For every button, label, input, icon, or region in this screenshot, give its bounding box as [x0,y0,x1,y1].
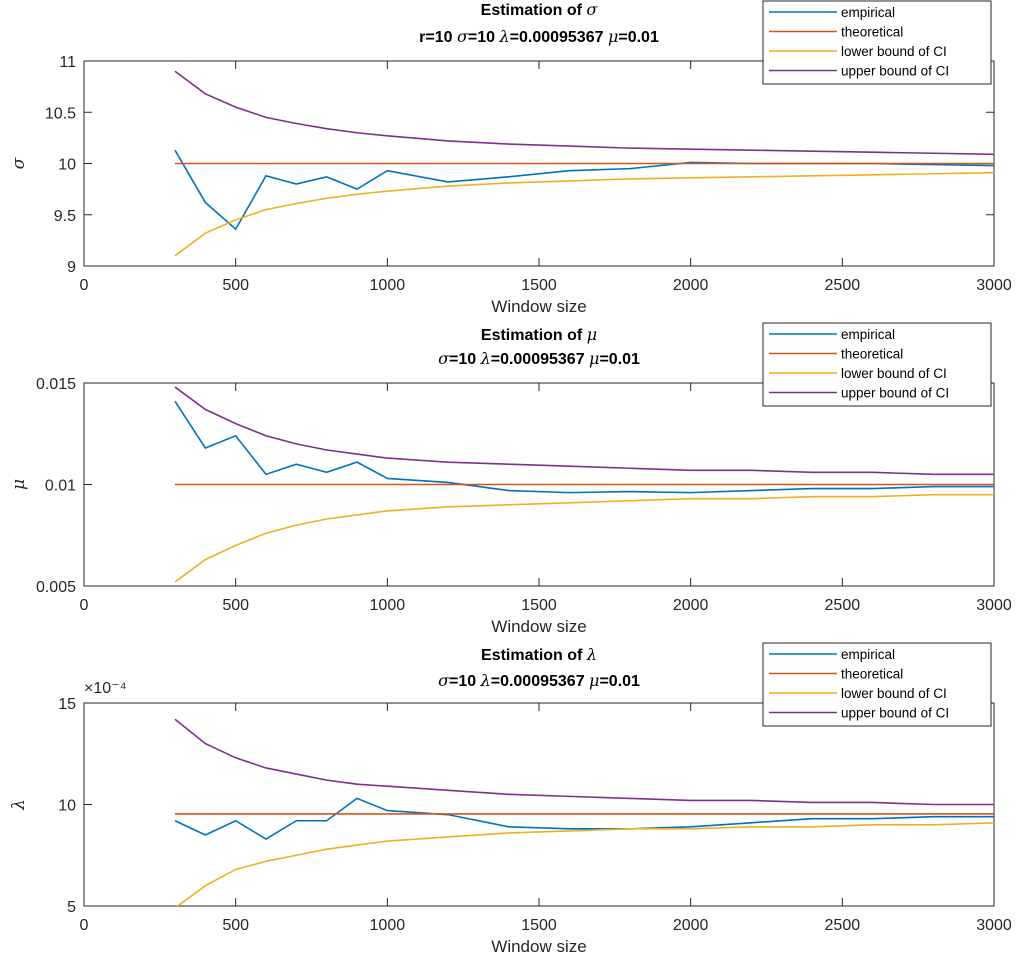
x-tick-label: 500 [222,597,249,614]
y-tick-label: 0.01 [45,478,76,495]
x-tick-label: 2000 [673,277,709,294]
series-line-lower-bound-of-CI [174,171,994,257]
legend-entry: empirical [841,647,895,662]
x-tick-label: 1500 [521,917,557,934]
legend-entry: upper bound of CI [841,64,949,79]
x-tick-label: 3000 [976,277,1012,294]
chart-title: Estimation of σ [481,0,599,19]
y-exponent-label: ×10⁻⁴ [84,680,127,697]
series-line-empirical [174,400,994,494]
x-tick-label: 3000 [976,597,1012,614]
y-tick-label: 15 [58,696,76,713]
y-tick-label: 9.5 [54,208,76,225]
legend: empirical theoretical lower bound of CI upp… [762,322,992,407]
legend: empirical theoretical lower bound of CI upp… [762,642,992,727]
x-tick-label: 0 [80,917,89,934]
y-axis-label: μ [9,479,29,490]
x-tick-label: 2500 [825,277,861,294]
chart-panel-3: Estimation of λ σ=10 λ=0.00095367 μ=0.01 0… [9,642,1012,956]
legend-entry: upper bound of CI [841,386,949,401]
legend-entry: theoretical [841,347,903,362]
x-tick-label: 1000 [370,917,406,934]
legend-entry: theoretical [841,667,903,682]
x-tick-label: 2500 [825,597,861,614]
y-tick-label: 5 [67,899,76,916]
x-tick-label: 500 [222,917,249,934]
series-line-empirical [174,797,994,840]
legend-entry: empirical [841,5,895,20]
x-tick-label: 2500 [825,917,861,934]
x-tick-label: 500 [222,277,249,294]
x-tick-label: 0 [80,597,89,614]
y-tick-label: 0.005 [36,579,76,596]
x-tick-label: 2000 [673,917,709,934]
y-tick-label: 11 [59,54,76,71]
x-tick-label: 2000 [673,597,709,614]
chart-subtitle: σ=10 λ=0.00095367 μ=0.01 [438,349,640,368]
x-tick-label: 0 [80,277,89,294]
x-tick-label: 1500 [521,597,557,614]
series-line-lower-bound-of-CI [176,821,994,906]
chart-panel-1: Estimation of σ r=10 σ=10 λ=0.00095367 μ=… [9,0,1012,316]
x-axis-label: Window size [491,937,586,956]
chart-panel-2: Estimation of μ σ=10 λ=0.00095367 μ=0.01 0… [9,322,1012,636]
legend-entry: upper bound of CI [841,706,949,721]
y-tick-label: 9 [67,259,76,276]
legend: empirical theoretical lower bound of CI upp… [762,0,992,85]
chart-subtitle: σ=10 λ=0.00095367 μ=0.01 [438,671,640,690]
x-axis-label: Window size [491,617,586,636]
y-tick-label: 10 [58,157,76,174]
series-line-lower-bound-of-CI [174,493,994,583]
y-tick-label: 10.5 [45,105,76,122]
x-tick-label: 1000 [370,277,406,294]
chart-title: Estimation of λ [481,645,597,664]
legend-entry: lower bound of CI [841,366,947,381]
x-axis-label: Window size [491,297,586,316]
legend-entry: theoretical [841,25,903,40]
series-line-upper-bound-of-CI [174,386,994,476]
y-axis-label: λ [9,799,29,811]
x-tick-label: 3000 [976,917,1012,934]
legend-entry: lower bound of CI [841,686,947,701]
x-tick-label: 1000 [370,597,406,614]
y-tick-label: 0.015 [36,376,76,393]
series-line-upper-bound-of-CI [174,70,994,156]
plot-area [83,702,995,907]
series-line-upper-bound-of-CI [174,718,994,806]
chart-subtitle: r=10 σ=10 λ=0.00095367 μ=0.01 [419,27,659,46]
legend-entry: empirical [841,327,895,342]
y-tick-label: 10 [58,798,76,815]
chart-title: Estimation of μ [481,325,597,344]
legend-entry: lower bound of CI [841,44,947,59]
x-tick-label: 1500 [521,277,557,294]
y-axis-label: σ [9,157,29,169]
